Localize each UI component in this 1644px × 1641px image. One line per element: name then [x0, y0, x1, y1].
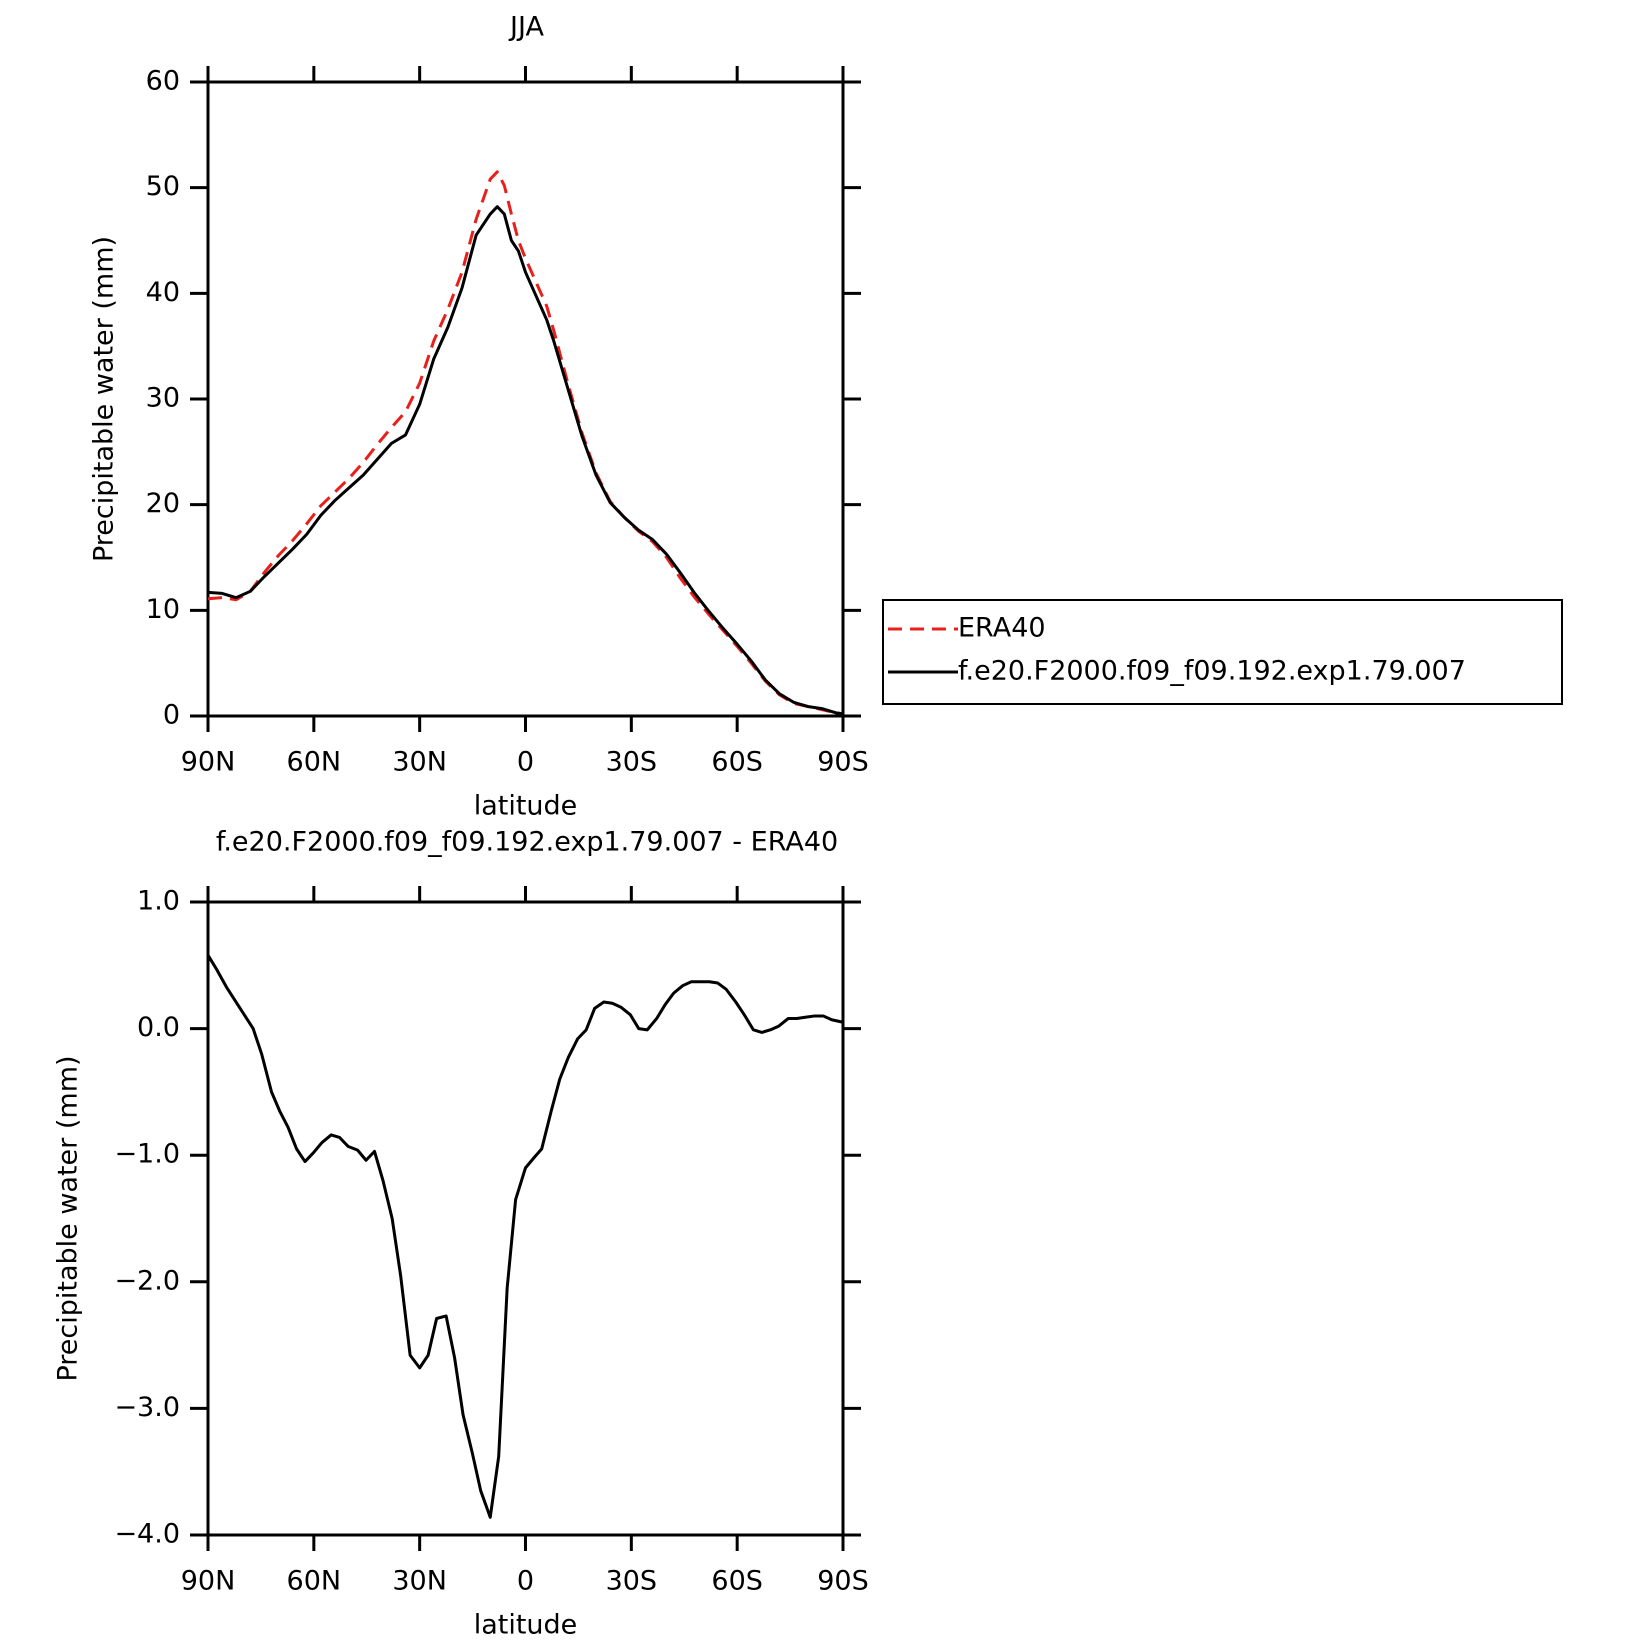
y-tick-label: −4.0 — [114, 1519, 180, 1550]
legend-box — [882, 599, 1563, 705]
y-tick-label: 40 — [146, 277, 180, 308]
x-tick-label: 60S — [711, 747, 763, 778]
y-tick-label: 0 — [163, 700, 180, 731]
x-axis-label: latitude — [474, 1610, 578, 1641]
x-tick-label: 90S — [817, 747, 869, 778]
x-tick-label: 0 — [517, 1566, 534, 1597]
y-axis-label: Precipitable water (mm) — [53, 1055, 84, 1381]
x-tick-label: 30S — [606, 1566, 658, 1597]
chart-title: f.e20.F2000.f09_f09.192.exp1.79.007 - ER… — [216, 827, 838, 858]
y-tick-label: 20 — [146, 488, 180, 519]
plot-frame — [206, 900, 845, 1537]
x-tick-label: 60N — [287, 1566, 342, 1597]
y-tick-label: −2.0 — [114, 1265, 180, 1296]
x-tick-label: 30S — [606, 747, 658, 778]
y-tick-label: 1.0 — [137, 886, 180, 917]
x-tick-label: 30N — [392, 1566, 447, 1597]
y-tick-label: 50 — [146, 171, 180, 202]
y-tick-label: 60 — [146, 66, 180, 97]
x-axis-label: latitude — [474, 791, 578, 822]
y-tick-label: 10 — [146, 594, 180, 625]
x-tick-label: 90N — [181, 747, 236, 778]
y-tick-label: −1.0 — [114, 1139, 180, 1170]
y-tick-label: 30 — [146, 383, 180, 414]
data-line — [206, 954, 844, 1519]
x-tick-label: 30N — [392, 747, 447, 778]
data-line — [207, 205, 844, 716]
x-tick-label: 60S — [711, 1566, 763, 1597]
x-tick-label: 90S — [817, 1566, 869, 1597]
chart-title: JJA — [508, 12, 544, 43]
y-tick-label: −3.0 — [114, 1392, 180, 1423]
plot-frame — [206, 80, 845, 718]
x-tick-label: 60N — [287, 747, 342, 778]
x-tick-label: 90N — [181, 1566, 236, 1597]
legend-label: ERA40 — [958, 613, 1046, 644]
data-line — [207, 170, 844, 716]
y-axis-label: Precipitable water (mm) — [89, 236, 120, 562]
legend-label: f.e20.F2000.f09_f09.192.exp1.79.007 — [958, 656, 1466, 687]
x-tick-label: 0 — [517, 747, 534, 778]
y-tick-label: 0.0 — [137, 1012, 180, 1043]
